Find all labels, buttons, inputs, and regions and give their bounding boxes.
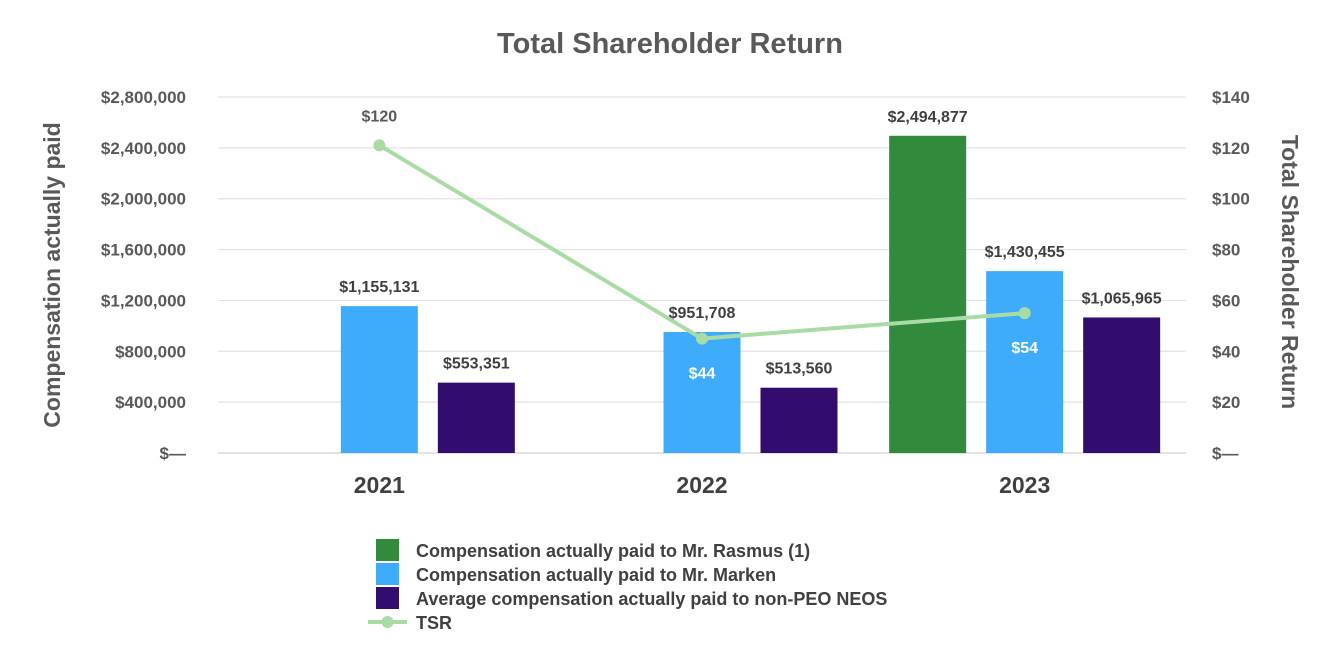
y-axis-title: Compensation actually paid [39, 122, 65, 427]
y2-tick-label: $20 [1212, 393, 1240, 412]
y-tick-label: $1,200,000 [101, 291, 186, 310]
tsr-point [1018, 307, 1031, 320]
legend-swatch [376, 539, 399, 561]
tsr-value-label: $44 [689, 366, 716, 383]
legend-swatch [376, 587, 399, 609]
tsr-point [696, 332, 708, 345]
tsr-value-label: $54 [1011, 340, 1038, 357]
y-tick-label: $2,400,000 [101, 139, 186, 158]
bar-value-label: $951,708 [669, 305, 736, 322]
y2-tick-label: $40 [1212, 342, 1240, 361]
y2-tick-label: $120 [1212, 139, 1250, 158]
legend-label: TSR [416, 613, 452, 633]
bar [986, 271, 1064, 453]
x-tick-label: 2023 [999, 472, 1050, 498]
y-tick-label: $1,600,000 [101, 241, 186, 260]
y2-axis-title: Total Shareholder Return [1277, 135, 1303, 409]
bar [437, 382, 515, 453]
legend-line-marker [381, 616, 394, 628]
legend-label: Average compensation actually paid to no… [416, 589, 887, 609]
bar-value-label: $513,560 [766, 361, 833, 378]
data-labels: $1,155,131 $553,351 $951,708 $513,560 $2,494… [339, 108, 1162, 382]
legend: Compensation actually paid to Mr. Rasmus… [368, 539, 887, 633]
x-tick-label: 2022 [676, 472, 727, 498]
y2-tick-label: $— [1212, 444, 1238, 463]
bar [663, 331, 741, 453]
y2-tick-label: $100 [1212, 190, 1250, 209]
y-tick-label: $400,000 [115, 393, 186, 412]
x-tick-label: 2021 [354, 472, 405, 498]
bar-value-label: $1,155,131 [339, 279, 419, 296]
tsr-line-layer [373, 139, 1031, 345]
bar [1083, 317, 1161, 453]
bar [889, 135, 967, 454]
legend-label: Compensation actually paid to Mr. Rasmus… [416, 541, 810, 561]
bars [340, 135, 1161, 454]
y-tick-label: $— [160, 444, 186, 463]
tsr-point [373, 139, 386, 152]
chart-title: Total Shareholder Return [497, 28, 843, 60]
bar-value-label: $2,494,877 [888, 109, 968, 126]
tsr-value-label: $120 [362, 108, 398, 125]
y2-tick-label: $140 [1212, 88, 1250, 107]
y-tick-label: $800,000 [115, 342, 186, 361]
bar-value-label: $553,351 [443, 356, 510, 373]
bar [760, 387, 838, 453]
legend-swatch [376, 563, 399, 585]
y2-tick-label: $80 [1212, 241, 1240, 260]
y-tick-label: $2,800,000 [101, 88, 186, 107]
bar-value-label: $1,065,965 [1082, 290, 1162, 307]
bar [340, 306, 418, 453]
y-tick-label: $2,000,000 [101, 190, 186, 209]
y2-tick-label: $60 [1212, 291, 1240, 310]
legend-label: Compensation actually paid to Mr. Marken [416, 565, 776, 585]
bar-value-label: $1,430,455 [985, 244, 1065, 261]
axis-ticks: $— $400,000 $800,000 $1,200,000 $1,600,000 $2… [101, 88, 1250, 498]
